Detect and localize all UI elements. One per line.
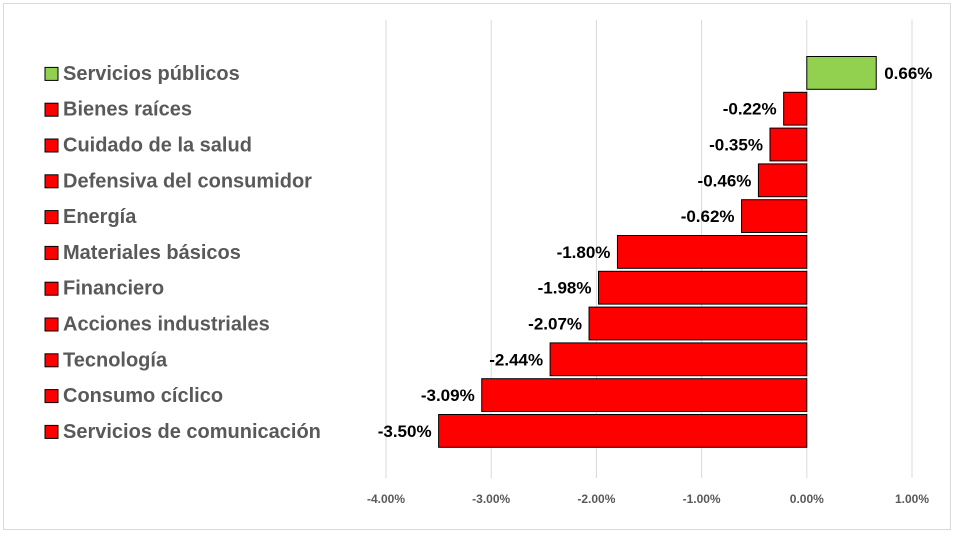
x-tick-label: -4.00%: [367, 492, 405, 506]
data-label: -3.50%: [378, 422, 432, 441]
x-tick-label: 1.00%: [895, 492, 929, 506]
category-label: Cuidado de la salud: [63, 135, 252, 157]
data-label: -1.98%: [538, 279, 592, 298]
legend-marker: [44, 317, 59, 332]
legend-marker: [44, 174, 59, 189]
legend-marker: [44, 245, 59, 260]
bar: [757, 163, 808, 198]
category-label: Financiero: [63, 278, 164, 300]
bar: [783, 91, 808, 126]
x-tick-label: -2.00%: [577, 492, 615, 506]
data-label: -2.44%: [489, 350, 543, 369]
data-label: -1.80%: [557, 243, 611, 262]
bar: [438, 414, 808, 448]
bar: [481, 378, 808, 413]
data-label: -0.62%: [681, 207, 735, 226]
data-label: -0.35%: [709, 136, 763, 155]
category-label: Materiales básicos: [63, 242, 241, 264]
category-label: Servicios públicos: [63, 63, 240, 85]
legend-marker: [44, 66, 59, 81]
category-label: Defensiva del consumidor: [63, 170, 312, 192]
x-tick-label: -1.00%: [683, 492, 721, 506]
bar: [806, 56, 877, 90]
category-label: Bienes raíces: [63, 99, 192, 121]
category-label: Servicios de comunicación: [63, 421, 321, 443]
bar: [598, 270, 808, 305]
category-label: Tecnología: [63, 349, 168, 371]
bar: [549, 342, 808, 377]
data-label: -0.46%: [698, 171, 752, 190]
legend-marker: [44, 281, 59, 296]
data-label: -0.22%: [723, 100, 777, 119]
data-label: -2.07%: [528, 315, 582, 334]
legend-marker: [44, 210, 59, 225]
category-label: Consumo cíclico: [63, 385, 223, 407]
legend-marker: [44, 102, 59, 117]
x-tick-label: -3.00%: [472, 492, 510, 506]
x-tick-label: 0.00%: [790, 492, 824, 506]
category-label: Energía: [63, 206, 137, 228]
legend-marker: [44, 353, 59, 368]
bar: [616, 235, 808, 269]
data-label: -3.09%: [421, 386, 475, 405]
legend-marker: [44, 424, 59, 439]
bar: [741, 199, 808, 233]
data-label: 0.66%: [884, 64, 932, 83]
legend-marker: [44, 138, 59, 153]
legend-marker: [44, 389, 59, 404]
bar: [588, 306, 808, 341]
bar: [769, 127, 808, 162]
category-label: Acciones industriales: [63, 314, 270, 336]
